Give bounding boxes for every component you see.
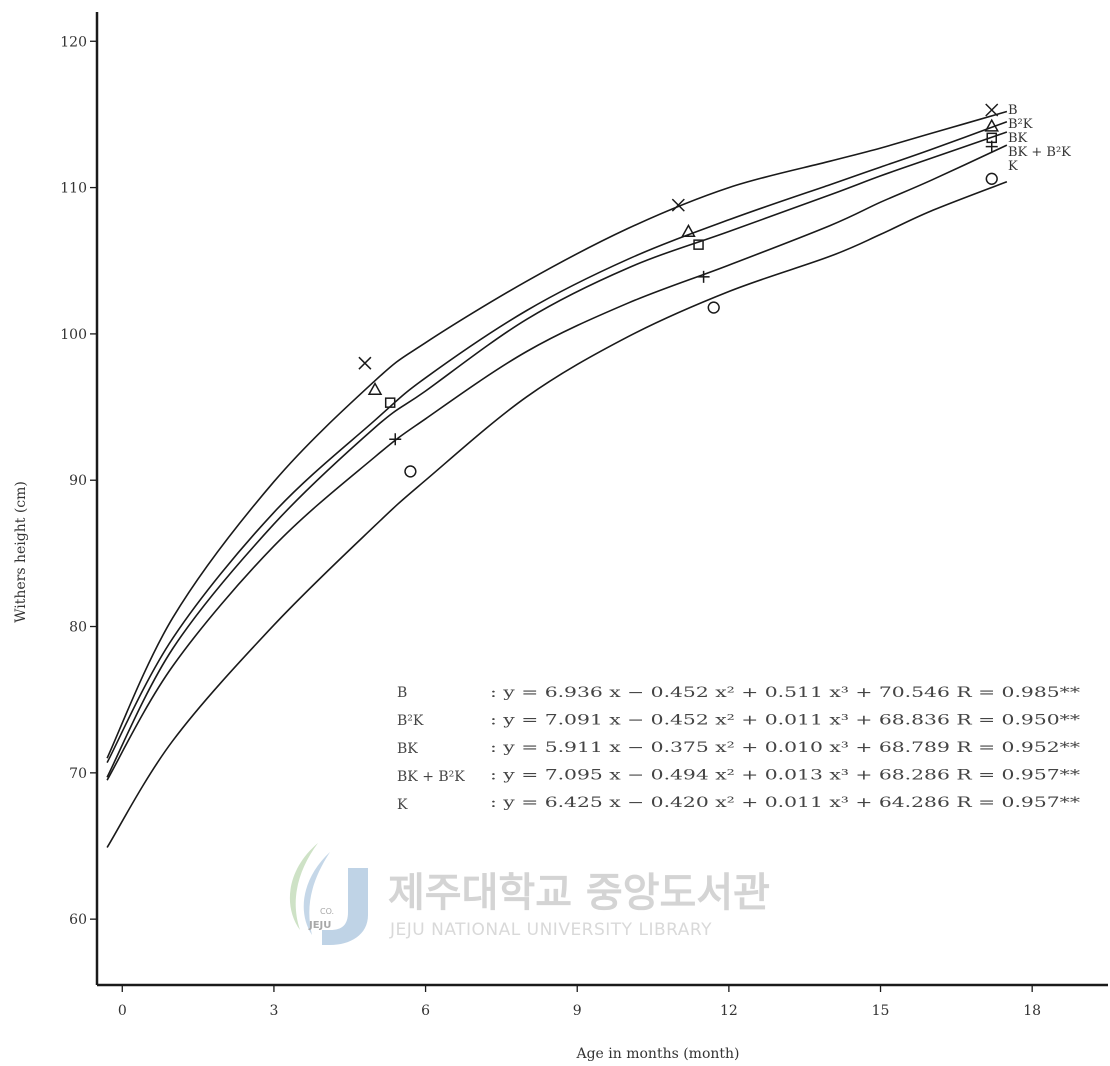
y-tick-label: 80 (69, 620, 87, 636)
x-tick-label: 12 (720, 1003, 738, 1019)
watermark-subtitle: JEJU NATIONAL UNIVERSITY LIBRARY (389, 920, 712, 940)
marker-stroke (985, 103, 999, 117)
series-marker-1 (984, 118, 1000, 132)
series-line-1 (106, 120, 1008, 763)
marker-shape (984, 118, 1000, 132)
logo-small-text: CO. (320, 907, 334, 916)
x-tick-label: 18 (1023, 1003, 1041, 1019)
series-line-4 (106, 180, 1008, 848)
equation-body: : y = 6.425 x − 0.420 x² + 0.011 x³ + 64… (490, 795, 1080, 811)
equations-block: B : y = 6.936 x − 0.452 x² + 0.511 x³ + 7… (397, 685, 1080, 813)
legend-label-2: BK (1008, 131, 1028, 146)
axes: 60 70 80 90 100 110 120 0 3 6 9 12 15 18 (60, 12, 1108, 1019)
library-logo: CO. JEJU (289, 843, 368, 945)
series-marker-2 (693, 239, 704, 250)
y-tick-label: 60 (69, 912, 87, 928)
watermark-title: 제주대학교 중앙도서관 (388, 870, 770, 916)
marker-shape (384, 397, 396, 408)
x-tick-label: 6 (421, 1003, 430, 1019)
equation-name: B²K (397, 713, 424, 729)
series-markers (358, 103, 1000, 478)
x-tick-label: 0 (118, 1003, 127, 1019)
logo-text: JEJU (308, 920, 331, 931)
y-tick-label: 70 (69, 766, 87, 782)
series-marker-4 (404, 465, 417, 478)
legend-label-3: BK + B²K (1008, 145, 1071, 160)
marker-shape (707, 301, 720, 314)
series-line-0 (106, 110, 1008, 759)
series-marker-1 (681, 223, 696, 238)
legend-label-0: B (1008, 103, 1018, 118)
equation-name: K (397, 797, 408, 813)
series-line-3 (106, 144, 1008, 781)
marker-shape (985, 172, 998, 185)
series-curves (106, 110, 1008, 848)
y-axis-label: Withers height (cm) (13, 481, 29, 623)
series-marker-2 (384, 397, 396, 408)
equation-name: BK + B²K (397, 769, 465, 785)
marker-stroke (671, 198, 685, 212)
y-tick-label: 120 (60, 34, 87, 50)
legend-label-4: K (1008, 159, 1018, 174)
marker-stroke (358, 356, 372, 370)
series-marker-1 (367, 381, 383, 396)
series-marker-3 (697, 270, 710, 283)
x-tick-label: 15 (872, 1003, 890, 1019)
y-tick-label: 90 (69, 473, 87, 489)
equation-body: : y = 7.091 x − 0.452 x² + 0.011 x³ + 68… (490, 713, 1080, 729)
legend-label-1: B²K (1008, 117, 1033, 132)
y-tick-label: 110 (60, 181, 87, 197)
x-tick-label: 3 (269, 1003, 278, 1019)
series-marker-0 (671, 198, 685, 212)
marker-shape (681, 223, 696, 238)
x-axis-label: Age in months (month) (575, 1046, 739, 1062)
equation-body: : y = 6.936 x − 0.452 x² + 0.511 x³ + 70… (490, 685, 1080, 701)
equation-body: : y = 5.911 x − 0.375 x² + 0.010 x³ + 68… (490, 740, 1080, 756)
marker-shape (693, 239, 704, 250)
series-marker-3 (985, 140, 998, 153)
series-marker-3 (389, 433, 402, 446)
equation-name: BK (397, 741, 418, 757)
equation-body: : y = 7.095 x − 0.494 x² + 0.013 x³ + 68… (490, 768, 1080, 784)
y-tick-label: 100 (60, 327, 87, 343)
marker-shape (367, 381, 383, 396)
series-marker-4 (985, 172, 998, 185)
series-marker-0 (985, 103, 999, 117)
equation-name: B (397, 685, 407, 701)
series-marker-4 (707, 301, 720, 314)
watermark: CO. JEJU 제주대학교 중앙도서관 JEJU NATIONAL UNIVE… (289, 843, 770, 945)
series-marker-0 (358, 356, 372, 370)
series-line-2 (106, 131, 1008, 778)
x-tick-label: 9 (573, 1003, 582, 1019)
marker-shape (404, 465, 417, 478)
